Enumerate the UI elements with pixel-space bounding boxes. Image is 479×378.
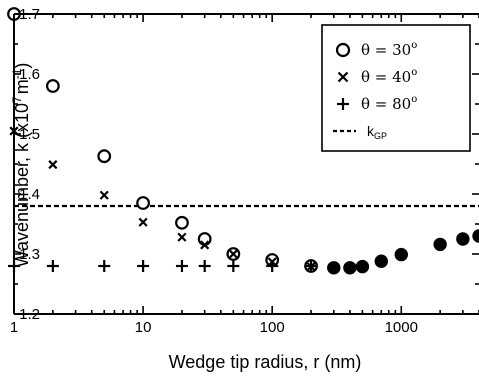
data-point-filled-circle [456,232,470,246]
y-tick-label: 1.5 [19,126,40,143]
axis-layer: 1.2 1.3 1.4 1.5 1.6 1.7 1 10 100 1000 [10,6,479,336]
legend-marker-plus [337,98,349,110]
y-axis-title-close: ) [12,63,32,69]
data-point-plus [198,260,211,272]
data-point-filled-circle [394,247,408,262]
x-tick-label: 100 [260,319,285,336]
y-axis-title: Wavenumber, k (x107 m-1) [10,63,32,268]
data-point-filled-circle [433,237,447,252]
data-point-filled-circle [343,261,357,275]
data-point-circle [45,79,60,93]
data-point-x [177,232,187,242]
data-point-circle [197,232,212,246]
data-point-plus [227,260,240,272]
legend-label-40: θ = 40o [361,67,417,86]
data-layer [7,7,479,275]
x-stroke [228,249,238,259]
legend: θ = 30o θ = 40o θ = 80o kGP [321,24,471,152]
data-point-x [138,217,148,227]
data-point-circle [136,196,150,210]
x-stroke [48,160,58,170]
legend-label-kgp: kGP [367,123,387,141]
y-tick-label: 1.4 [19,186,40,203]
data-point-x [200,240,210,250]
data-point-filled-circle [374,254,388,268]
data-point-plus [266,260,279,272]
x-stroke [177,232,187,242]
data-point-x [228,249,238,259]
data-point-filled-circle [327,261,341,275]
legend-label-80: θ = 80o [361,94,417,113]
data-point-plus [305,260,318,272]
y-axis-title-unit-exp: -1 [10,68,24,79]
y-tick-label: 1.3 [19,246,40,263]
y-tick-label: 1.7 [19,6,40,23]
data-point-x [99,190,109,200]
data-point-plus [137,260,150,272]
y-tick-label: 1.6 [19,66,40,83]
data-point-plus [175,260,188,272]
y-axis-title-unit: m [12,79,32,94]
x-stroke [200,240,210,250]
x-stroke [99,190,109,200]
y-axis-title-exp: 7 [10,96,24,103]
data-point-filled-circle [355,259,370,274]
data-point-plus [46,260,59,272]
x-tick-label: 1000 [385,319,418,336]
y-axis-title-main: Wavenumber, k (x10 [12,103,32,267]
x-tick-label: 10 [135,319,152,336]
data-point-plus [98,260,111,272]
y-tick-label: 1.2 [19,306,40,323]
data-point-filled-circle [472,229,479,243]
x-tick-label: 1 [10,319,18,336]
legend-marker-circle [335,42,351,58]
data-point-circle [175,215,189,230]
data-point-circle [97,149,112,164]
legend-label-30: θ = 30o [361,40,417,59]
legend-marker-x [337,71,349,83]
x-stroke [138,217,148,227]
data-point-x [48,160,58,170]
x-axis-title: Wedge tip radius, r (nm) [169,352,362,372]
